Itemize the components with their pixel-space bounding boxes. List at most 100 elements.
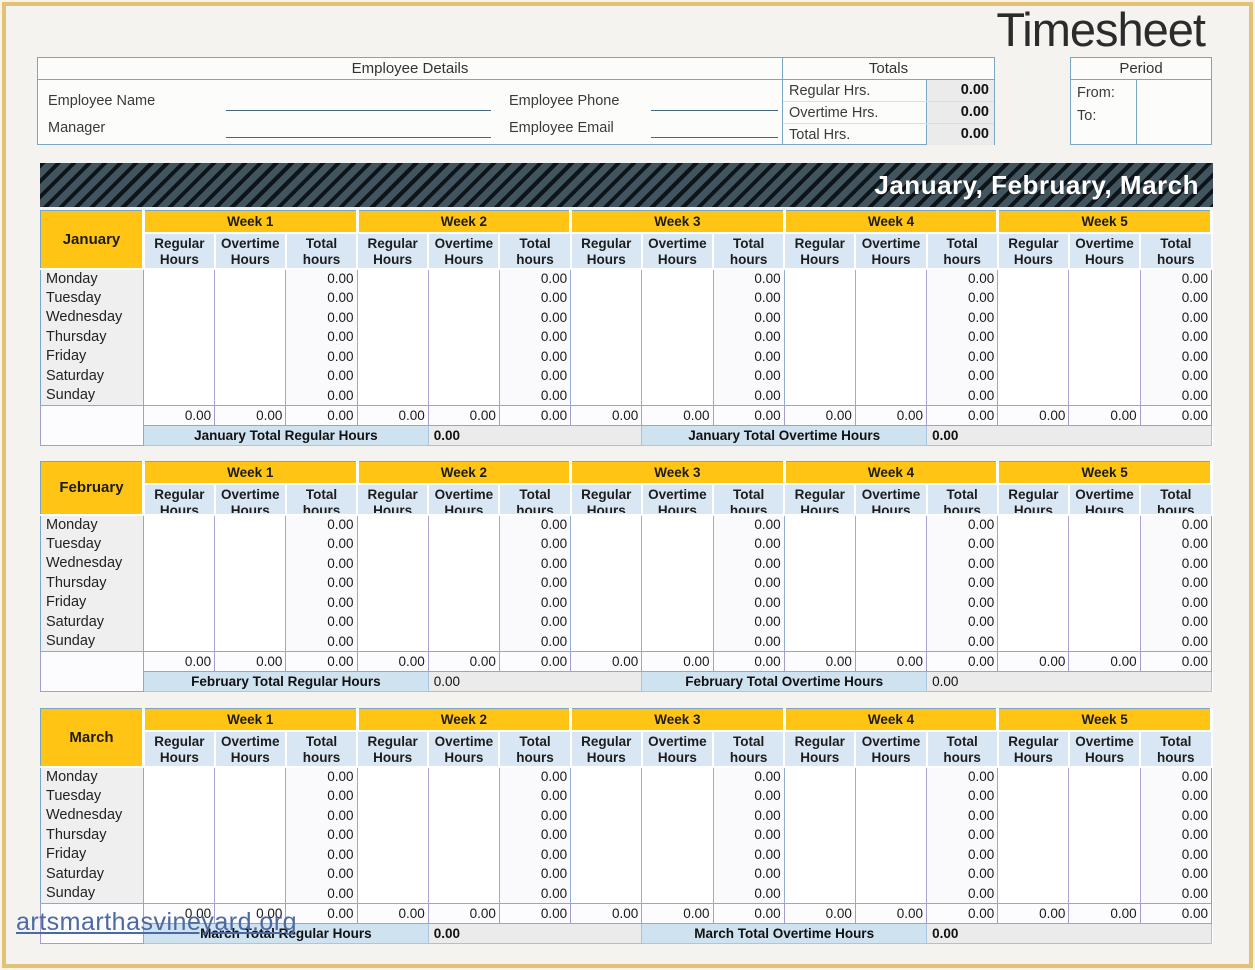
regular-hours-cell[interactable]: [356, 786, 429, 806]
overtime-hours-cell[interactable]: [854, 631, 927, 651]
regular-hours-cell[interactable]: [356, 631, 429, 651]
regular-hours-cell[interactable]: [356, 288, 429, 308]
regular-hours-cell[interactable]: [783, 385, 856, 405]
regular-hours-cell[interactable]: [783, 573, 856, 593]
regular-hours-cell[interactable]: [356, 268, 429, 288]
regular-hours-cell[interactable]: [142, 883, 215, 903]
overtime-hours-cell[interactable]: [427, 534, 500, 554]
regular-hours-cell[interactable]: [570, 553, 642, 573]
overtime-hours-cell[interactable]: [214, 631, 286, 651]
employee-name-field[interactable]: [226, 92, 491, 111]
regular-hours-cell[interactable]: [783, 612, 856, 632]
overtime-hours-cell[interactable]: [641, 534, 713, 554]
regular-hours-cell[interactable]: [783, 288, 856, 308]
regular-hours-cell[interactable]: [142, 307, 215, 327]
regular-hours-cell[interactable]: [142, 346, 215, 366]
regular-hours-cell[interactable]: [142, 631, 215, 651]
regular-hours-cell[interactable]: [570, 631, 642, 651]
overtime-hours-cell[interactable]: [854, 592, 927, 612]
overtime-hours-cell[interactable]: [641, 805, 713, 825]
regular-hours-cell[interactable]: [142, 553, 215, 573]
overtime-hours-cell[interactable]: [427, 825, 500, 845]
regular-hours-cell[interactable]: [570, 864, 642, 884]
employee-email-field[interactable]: [651, 119, 778, 138]
overtime-hours-cell[interactable]: [214, 844, 286, 864]
regular-hours-cell[interactable]: [356, 612, 429, 632]
overtime-hours-cell[interactable]: [427, 514, 500, 534]
regular-hours-cell[interactable]: [997, 534, 1069, 554]
overtime-hours-cell[interactable]: [641, 268, 713, 288]
overtime-hours-cell[interactable]: [427, 631, 500, 651]
overtime-hours-cell[interactable]: [427, 612, 500, 632]
overtime-hours-cell[interactable]: [214, 307, 286, 327]
regular-hours-cell[interactable]: [142, 864, 215, 884]
regular-hours-cell[interactable]: [356, 844, 429, 864]
regular-hours-cell[interactable]: [570, 385, 642, 405]
overtime-hours-cell[interactable]: [1068, 883, 1141, 903]
regular-hours-cell[interactable]: [356, 307, 429, 327]
overtime-hours-cell[interactable]: [854, 366, 927, 386]
overtime-hours-cell[interactable]: [641, 327, 713, 347]
overtime-hours-cell[interactable]: [641, 612, 713, 632]
regular-hours-cell[interactable]: [570, 592, 642, 612]
overtime-hours-cell[interactable]: [214, 786, 286, 806]
overtime-hours-cell[interactable]: [427, 805, 500, 825]
regular-hours-cell[interactable]: [997, 864, 1069, 884]
overtime-hours-cell[interactable]: [214, 366, 286, 386]
overtime-hours-cell[interactable]: [1068, 805, 1141, 825]
overtime-hours-cell[interactable]: [854, 288, 927, 308]
regular-hours-cell[interactable]: [783, 307, 856, 327]
overtime-hours-cell[interactable]: [214, 573, 286, 593]
overtime-hours-cell[interactable]: [854, 805, 927, 825]
watermark-link[interactable]: artsmarthasvineyard.org: [16, 908, 298, 936]
regular-hours-cell[interactable]: [997, 883, 1069, 903]
overtime-hours-cell[interactable]: [1068, 786, 1141, 806]
overtime-hours-cell[interactable]: [854, 307, 927, 327]
overtime-hours-cell[interactable]: [1068, 288, 1141, 308]
overtime-hours-cell[interactable]: [854, 825, 927, 845]
regular-hours-cell[interactable]: [997, 268, 1069, 288]
overtime-hours-cell[interactable]: [427, 592, 500, 612]
regular-hours-cell[interactable]: [570, 573, 642, 593]
overtime-hours-cell[interactable]: [1068, 592, 1141, 612]
regular-hours-cell[interactable]: [356, 864, 429, 884]
regular-hours-cell[interactable]: [356, 573, 429, 593]
regular-hours-cell[interactable]: [570, 786, 642, 806]
overtime-hours-cell[interactable]: [854, 514, 927, 534]
regular-hours-cell[interactable]: [997, 288, 1069, 308]
overtime-hours-cell[interactable]: [641, 631, 713, 651]
overtime-hours-cell[interactable]: [641, 864, 713, 884]
regular-hours-cell[interactable]: [783, 534, 856, 554]
overtime-hours-cell[interactable]: [427, 307, 500, 327]
overtime-hours-cell[interactable]: [214, 385, 286, 405]
overtime-hours-cell[interactable]: [427, 366, 500, 386]
overtime-hours-cell[interactable]: [854, 883, 927, 903]
overtime-hours-cell[interactable]: [641, 553, 713, 573]
overtime-hours-cell[interactable]: [214, 825, 286, 845]
regular-hours-cell[interactable]: [997, 553, 1069, 573]
regular-hours-cell[interactable]: [997, 327, 1069, 347]
regular-hours-cell[interactable]: [570, 825, 642, 845]
overtime-hours-cell[interactable]: [641, 385, 713, 405]
overtime-hours-cell[interactable]: [641, 883, 713, 903]
overtime-hours-cell[interactable]: [214, 592, 286, 612]
overtime-hours-cell[interactable]: [1068, 573, 1141, 593]
regular-hours-cell[interactable]: [783, 346, 856, 366]
regular-hours-cell[interactable]: [783, 327, 856, 347]
overtime-hours-cell[interactable]: [854, 553, 927, 573]
overtime-hours-cell[interactable]: [641, 825, 713, 845]
regular-hours-cell[interactable]: [570, 366, 642, 386]
overtime-hours-cell[interactable]: [214, 327, 286, 347]
regular-hours-cell[interactable]: [356, 366, 429, 386]
regular-hours-cell[interactable]: [783, 883, 856, 903]
overtime-hours-cell[interactable]: [214, 805, 286, 825]
regular-hours-cell[interactable]: [142, 514, 215, 534]
regular-hours-cell[interactable]: [570, 288, 642, 308]
regular-hours-cell[interactable]: [570, 534, 642, 554]
overtime-hours-cell[interactable]: [641, 766, 713, 786]
regular-hours-cell[interactable]: [356, 805, 429, 825]
regular-hours-cell[interactable]: [783, 268, 856, 288]
regular-hours-cell[interactable]: [997, 612, 1069, 632]
regular-hours-cell[interactable]: [142, 786, 215, 806]
regular-hours-cell[interactable]: [783, 592, 856, 612]
